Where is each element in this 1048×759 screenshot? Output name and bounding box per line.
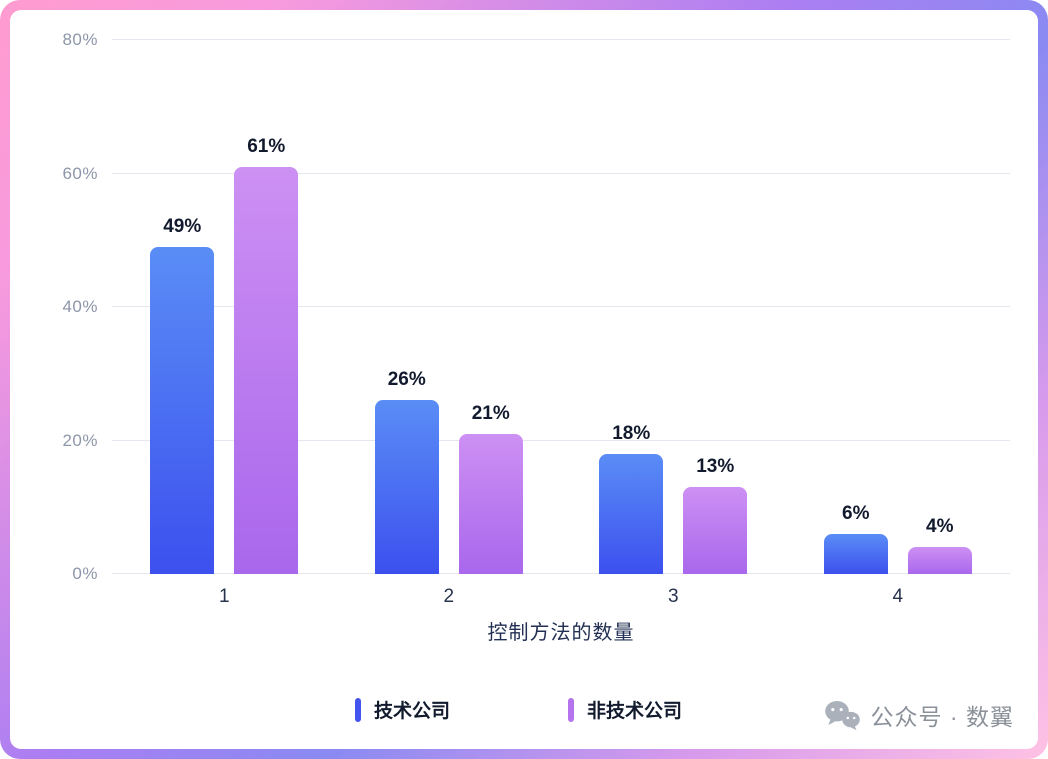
chart-card: 0% 20% 40% 60% 80% 49% 61% 26% 21% 18% 13% 6% 4% 1 2… [10,10,1038,749]
x-tick-label: 2 [443,586,455,607]
y-tick-label: 20% [62,430,98,450]
bar-group: 26% 21% [374,40,523,574]
y-axis: 0% 20% 40% 60% 80% [38,30,100,583]
bar-series-tech [599,453,664,574]
bar-value-label: 4% [926,516,954,538]
gridline [112,306,1010,307]
bar-column: 21% [458,40,523,574]
gridline [112,573,1010,574]
x-tick-label: 1 [218,586,230,607]
legend-marker [568,697,575,722]
y-tick-label: 40% [62,297,98,316]
x-tick-label: 3 [667,586,679,607]
bar-column: 49% [150,40,215,574]
watermark: 公众号 · 数翼 [823,698,1014,732]
bar-value-label: 13% [696,456,735,478]
bar-value-label: 49% [163,215,202,237]
legend-item: 技术公司 [355,696,450,723]
bar-column: 26% [374,40,439,574]
watermark-text: 公众号 · 数翼 [870,704,1014,730]
plot-wrap: 0% 20% 40% 60% 80% 49% 61% 26% 21% 18% 13% 6% 4% [38,30,1010,583]
bar-group: 18% 13% [599,40,748,574]
bar-series-nontech [458,433,523,574]
bar-value-label: 61% [247,135,286,157]
bar-group: 6% 4% [823,40,972,574]
x-tick-label: 4 [892,586,904,607]
gridline [112,172,1010,174]
plot-area: 49% 61% 26% 21% 18% 13% 6% 4% [112,39,1010,574]
wechat-icon [823,699,861,732]
bar-value-label: 21% [471,402,510,424]
x-axis: 1 2 3 4 [112,586,1010,608]
bar-value-label: 26% [387,369,426,391]
y-tick-label: 0% [72,564,98,583]
bar-column: 4% [907,40,972,574]
bar-series-nontech [907,547,972,574]
gridline [112,439,1010,441]
bar-column: 6% [823,40,888,574]
bar-value-label: 6% [842,502,870,524]
bar-series-tech [374,400,439,574]
y-tick-label: 60% [62,163,98,183]
bar-column: 18% [599,40,664,574]
legend: 技术公司 非技术公司 [355,696,682,723]
bar-series-nontech [683,487,748,574]
bar-column: 61% [234,40,299,574]
bar-group: 49% 61% [150,40,299,574]
gridline [112,39,1010,40]
bar-column: 13% [683,40,748,574]
legend-item: 非技术公司 [568,696,682,723]
bar-series-tech [150,246,215,574]
bar-series-nontech [234,166,299,574]
bar-series-tech [823,533,888,574]
legend-marker [355,697,361,722]
y-tick-label: 80% [62,30,98,49]
bar-groups: 49% 61% 26% 21% 18% 13% 6% 4% [112,40,1010,574]
x-axis-title: 控制方法的数量 [487,622,635,644]
legend-label: 非技术公司 [587,701,683,722]
legend-label: 技术公司 [374,701,451,722]
bar-value-label: 18% [612,422,651,444]
